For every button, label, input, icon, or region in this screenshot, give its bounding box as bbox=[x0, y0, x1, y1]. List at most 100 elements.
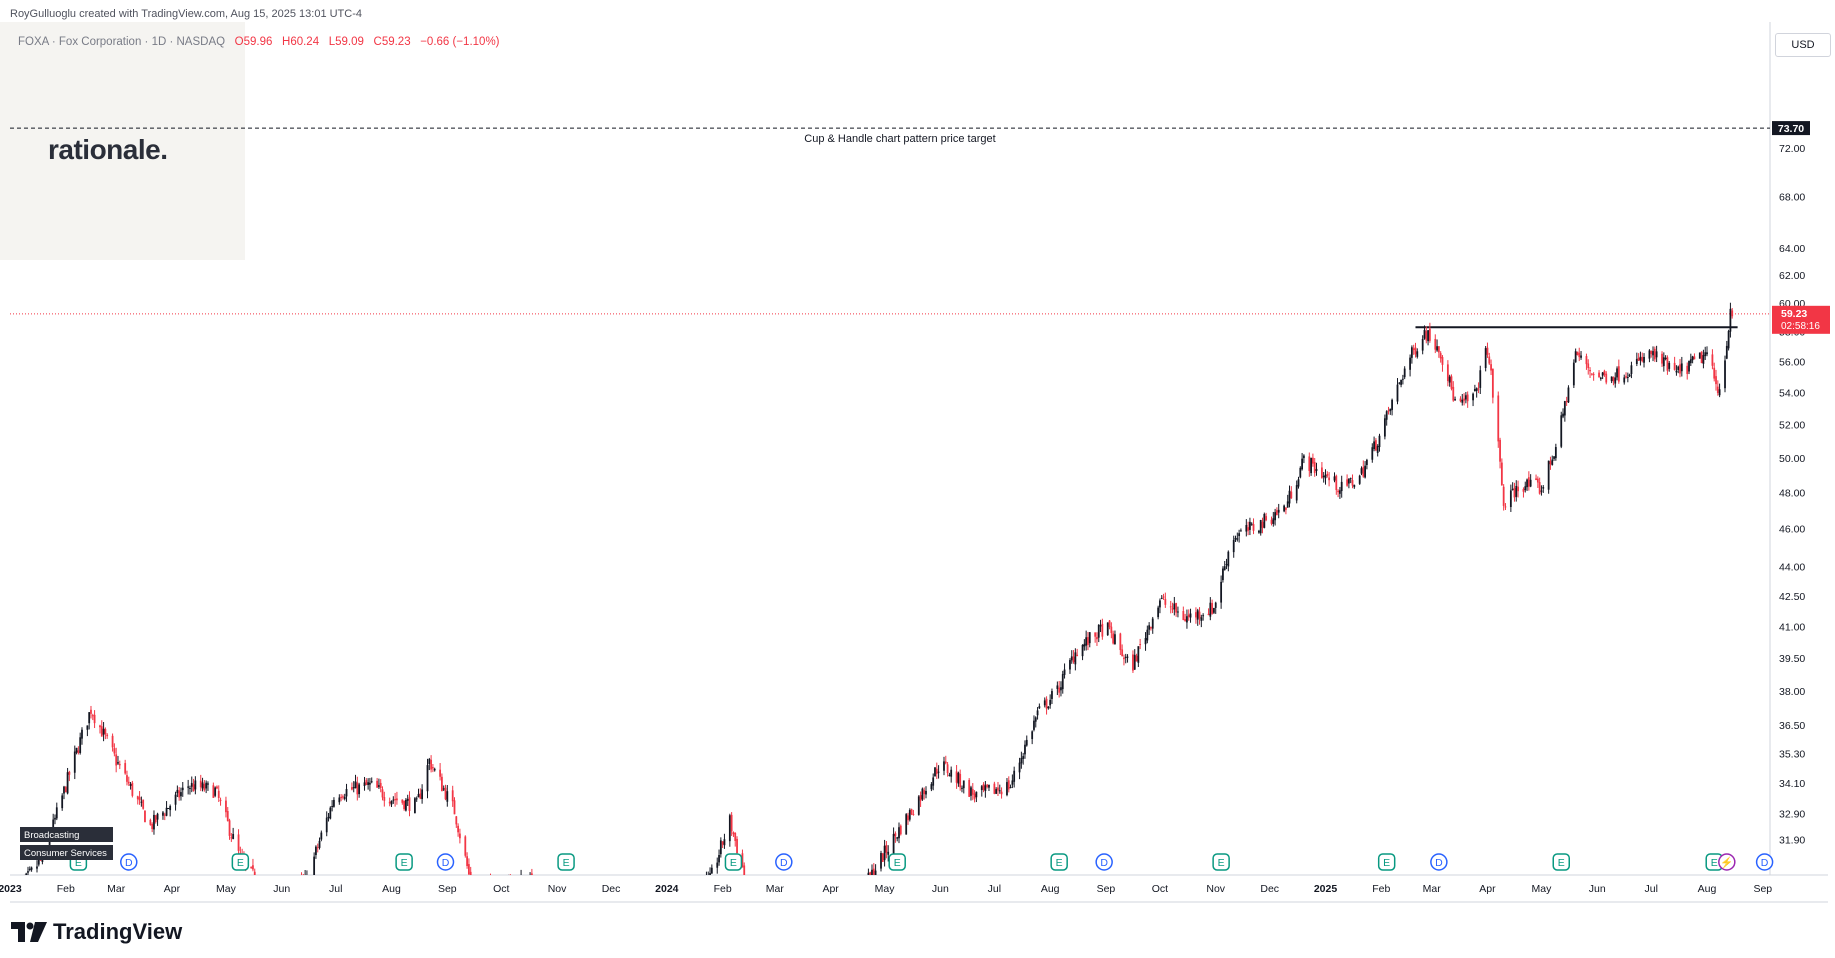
candle-body bbox=[1223, 566, 1226, 571]
candle-body bbox=[54, 817, 56, 820]
candle-body bbox=[885, 844, 888, 853]
candle-body bbox=[1121, 649, 1124, 657]
candle-body bbox=[1536, 478, 1539, 483]
earnings-event-icon[interactable] bbox=[1552, 853, 1570, 871]
candle-body bbox=[1563, 401, 1566, 416]
candle-body bbox=[100, 726, 103, 737]
candle-body bbox=[1263, 513, 1266, 528]
candle-body bbox=[1731, 310, 1734, 317]
sector-tag[interactable] bbox=[20, 827, 113, 842]
candle-body bbox=[1540, 490, 1543, 492]
candle-body bbox=[226, 811, 229, 821]
candle-body bbox=[980, 786, 983, 791]
candle-body bbox=[1247, 527, 1250, 531]
earnings-event-icon[interactable] bbox=[1212, 853, 1230, 871]
candle-body bbox=[881, 853, 884, 862]
earnings-event-icon[interactable] bbox=[1377, 853, 1396, 871]
candle-body bbox=[1157, 607, 1160, 618]
candle-body bbox=[352, 787, 355, 789]
time-tick-label: Nov bbox=[548, 883, 567, 895]
time-tick-label: Mar bbox=[766, 883, 785, 895]
candle-body bbox=[376, 780, 379, 788]
candle-body bbox=[1711, 354, 1714, 366]
candle-body bbox=[968, 779, 971, 797]
candle-body bbox=[1713, 367, 1716, 379]
candle-body bbox=[1373, 441, 1375, 450]
price-axis[interactable]: 31.90 32.90 34.10 35.30 36.50 38.00 39.50 41.00… bbox=[1779, 143, 1805, 847]
candle-body bbox=[167, 808, 170, 810]
dividend-event-icon[interactable] bbox=[775, 853, 793, 871]
candle-body bbox=[1353, 484, 1356, 488]
candle-body bbox=[421, 789, 424, 800]
candle-body bbox=[190, 782, 193, 787]
candle-body bbox=[75, 747, 78, 753]
sector-tag[interactable] bbox=[20, 845, 113, 860]
candle-body bbox=[201, 782, 204, 789]
candle-body bbox=[986, 784, 989, 787]
candle-body bbox=[181, 787, 184, 791]
price-tick-label: 46.00 bbox=[1779, 524, 1805, 536]
candle-body bbox=[396, 798, 398, 801]
candle-body bbox=[1549, 461, 1552, 465]
candle-body bbox=[77, 750, 80, 753]
dividend-event-icon[interactable] bbox=[1095, 853, 1113, 871]
candle-body bbox=[1689, 359, 1692, 364]
dividend-event-icon[interactable] bbox=[1755, 853, 1774, 871]
candle-body bbox=[973, 793, 976, 799]
candle-body bbox=[432, 767, 434, 769]
candle-body bbox=[1601, 372, 1604, 376]
dividend-event-icon[interactable] bbox=[120, 853, 138, 871]
candle-body bbox=[1729, 308, 1732, 332]
time-tick-label: Aug bbox=[382, 883, 401, 895]
candle-body bbox=[932, 777, 935, 786]
candle-body bbox=[1024, 744, 1026, 755]
candle-body bbox=[1459, 398, 1462, 402]
earnings-event-letter: E bbox=[730, 857, 737, 869]
open-value: O59.96 bbox=[234, 36, 273, 48]
candle-body bbox=[1056, 685, 1059, 689]
candle-body bbox=[232, 833, 235, 839]
candle-body bbox=[417, 794, 420, 798]
candle-body bbox=[1371, 447, 1374, 460]
candle-body bbox=[1428, 328, 1431, 341]
earnings-event-icon[interactable] bbox=[888, 853, 906, 871]
earnings-event-icon[interactable] bbox=[557, 853, 575, 871]
candle-body bbox=[905, 814, 908, 835]
candle-body bbox=[975, 791, 978, 798]
candle-body bbox=[428, 759, 431, 764]
earnings-event-icon[interactable] bbox=[1050, 853, 1068, 871]
symbol-label[interactable]: FOXA · Fox Corporation · 1D · NASDAQ bbox=[18, 36, 226, 48]
candle-body bbox=[1313, 461, 1316, 473]
candle-body bbox=[118, 763, 121, 766]
candle-body bbox=[1664, 357, 1667, 359]
time-axis[interactable]: 2023 Feb Mar Apr May Jun Jul Aug Sep Oct Nov Dec 202… bbox=[0, 883, 1772, 895]
price-tick-label: 54.00 bbox=[1779, 387, 1805, 399]
candle-body bbox=[390, 800, 393, 805]
currency-button[interactable]: USD bbox=[1775, 33, 1831, 57]
candle-body bbox=[1069, 660, 1071, 670]
earnings-event-icon[interactable] bbox=[724, 853, 743, 871]
candle-body bbox=[934, 767, 936, 777]
dividend-event-icon[interactable] bbox=[436, 853, 455, 871]
special-event-icon[interactable] bbox=[1718, 853, 1736, 871]
candle-body bbox=[1589, 369, 1591, 372]
candle-body bbox=[217, 790, 220, 798]
candle-body bbox=[1398, 382, 1401, 384]
candle-body bbox=[187, 786, 190, 788]
price-tick-label: 56.00 bbox=[1779, 356, 1805, 368]
earnings-event-icon[interactable] bbox=[395, 853, 413, 871]
time-tick-label: Sep bbox=[438, 883, 457, 895]
candle-body bbox=[1099, 625, 1102, 627]
candle-body bbox=[718, 854, 720, 863]
candle-body bbox=[156, 813, 159, 820]
dividend-event-icon[interactable] bbox=[1430, 853, 1448, 871]
time-tick-label: Sep bbox=[1097, 883, 1116, 895]
candle-body bbox=[1324, 474, 1327, 479]
candle-body bbox=[1680, 363, 1683, 372]
candle-body bbox=[1378, 435, 1381, 448]
candle-body bbox=[1347, 479, 1350, 484]
candle-body bbox=[93, 714, 96, 724]
earnings-event-icon[interactable] bbox=[231, 853, 250, 871]
candle-body bbox=[1616, 368, 1618, 378]
